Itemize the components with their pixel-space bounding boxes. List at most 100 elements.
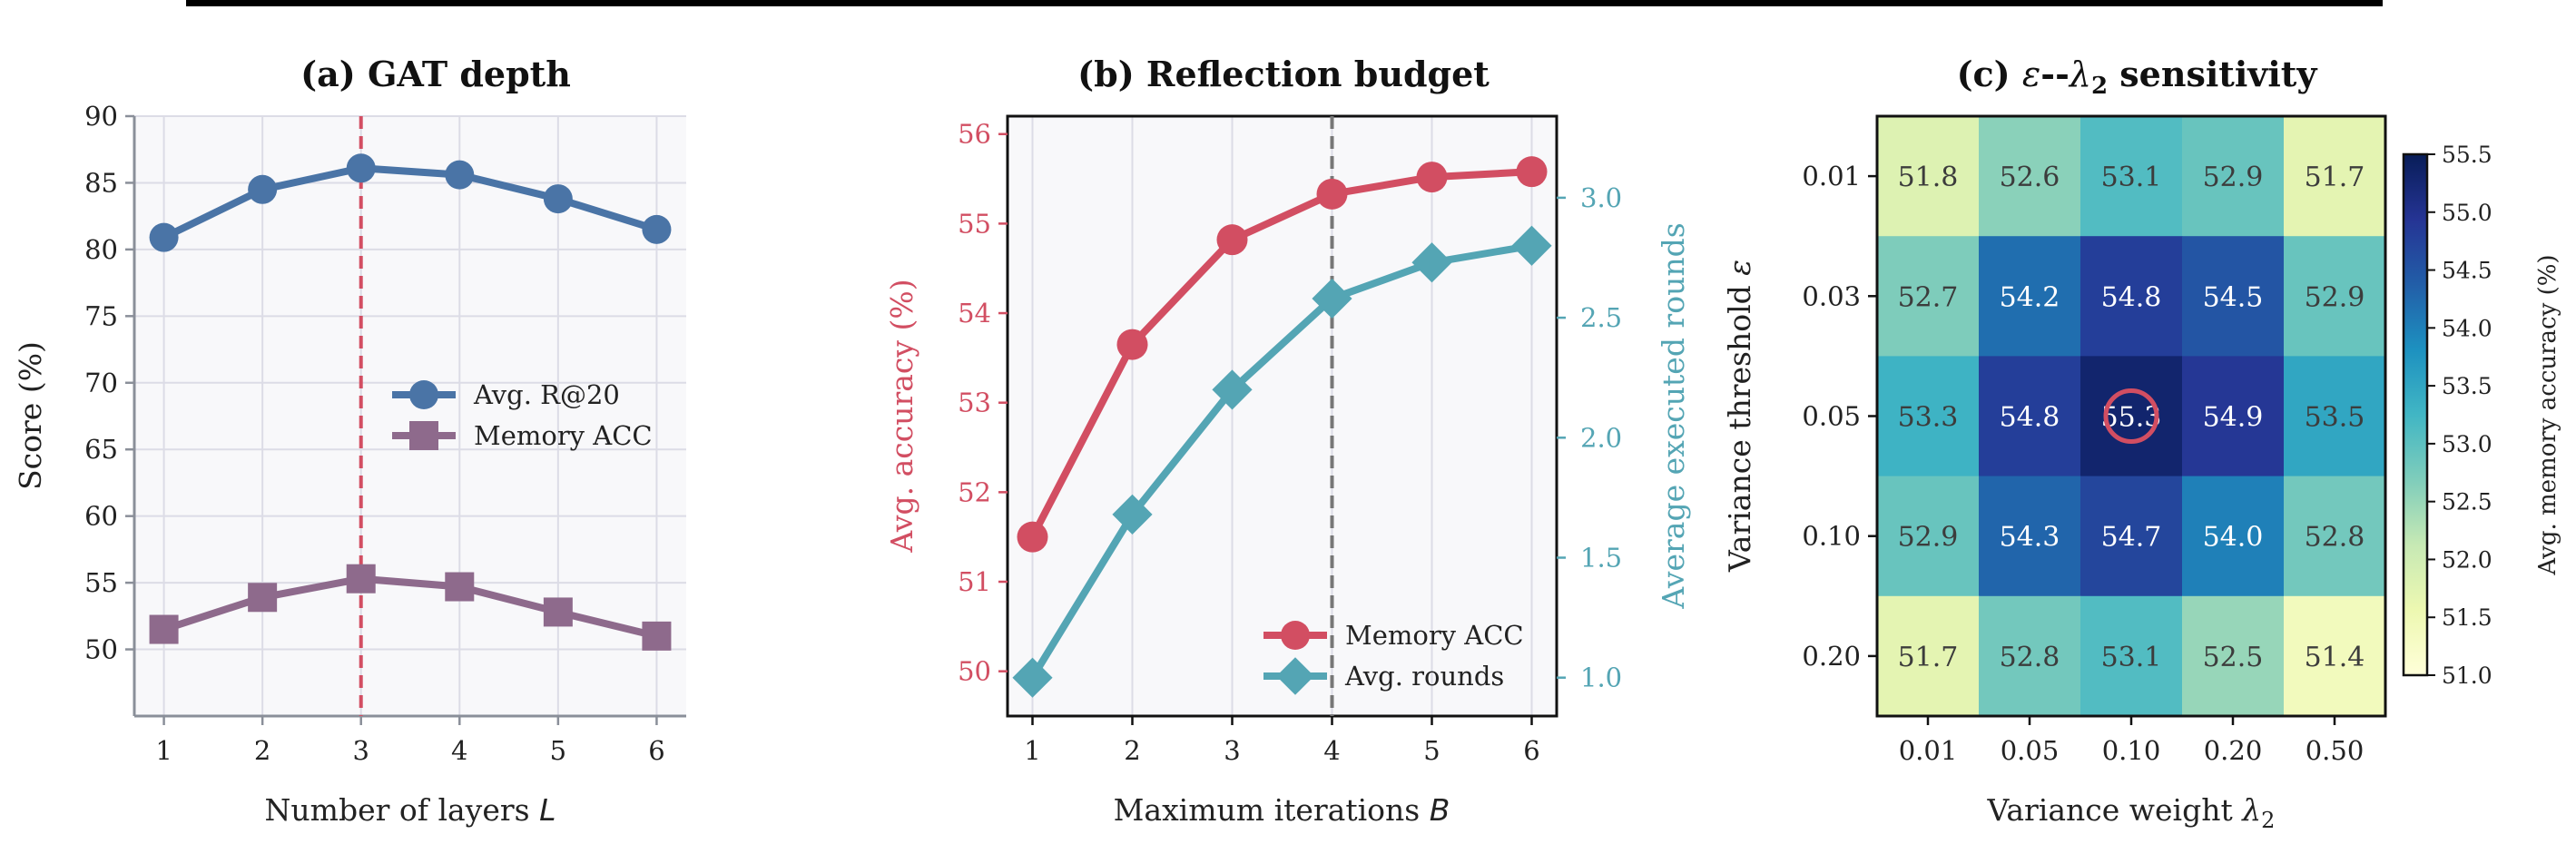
panel-c-cell-label: 54.2 — [2000, 281, 2060, 313]
panel-c-cell — [2284, 116, 2386, 237]
panel-c-cell-label: 53.5 — [2305, 402, 2365, 434]
panel-a: (a) GAT depth 50 55 60 65 70 75 80 85 90 1 2 3 4 5 6 S… — [13, 54, 686, 828]
panel-c-cell-label: 54.8 — [2101, 281, 2162, 313]
panel-c-cell-label: 52.7 — [1898, 281, 1959, 313]
panel-b-point-0 — [1316, 178, 1348, 210]
panel-a-point-0 — [543, 184, 573, 214]
panel-b-point-0 — [1216, 224, 1248, 256]
panel-c-ytick-label: 0.03 — [1802, 280, 1861, 311]
panel-c-colorbar-tick-label: 54.5 — [2442, 258, 2492, 284]
panel-a-xtick-label: 2 — [254, 735, 270, 766]
panel-c-cell — [1877, 116, 1980, 237]
panel-b-point-1 — [1012, 657, 1053, 698]
panel-a-ytick-label: 90 — [84, 101, 118, 132]
panel-c-cell — [2284, 356, 2386, 477]
panel-a-plot-bg — [134, 116, 686, 716]
panel-b-frame — [1006, 114, 1558, 718]
panel-b-ytick-right-label: 1.5 — [1580, 542, 1622, 573]
panel-c-xtick-label: 0.01 — [1899, 735, 1958, 766]
panel-a-legend-label: Memory ACC — [474, 420, 653, 451]
panel-a-point-0 — [248, 174, 278, 204]
panel-c-cell-label: 52.5 — [2203, 642, 2264, 673]
panel-c-ylabel: Variance threshold ε — [1722, 260, 1757, 573]
panel-b-xtick-label: 2 — [1124, 735, 1140, 766]
panel-a-line-1 — [162, 574, 658, 640]
panel-c-ytick-label: 0.20 — [1802, 641, 1861, 672]
panel-b-legend-marker — [1276, 657, 1314, 695]
panel-b-ylabel-right: Average executed rounds — [1656, 222, 1691, 609]
panel-c-cell-label: 51.8 — [1898, 162, 1959, 193]
panel-b-legend-marker — [1281, 621, 1310, 650]
panel-c-cell — [2080, 476, 2183, 597]
panel-c-cell — [1979, 476, 2081, 597]
panel-a-series — [149, 153, 672, 651]
panel-c-colorbar-tick-label: 52.0 — [2442, 546, 2492, 573]
panel-a-point-1 — [642, 621, 672, 651]
panel-c-cell — [1979, 595, 2081, 717]
panel-c-colorbar-ticks: 51.0 51.5 52.0 52.5 53.0 53.5 54.0 54.5 55.0 55.5 — [2427, 142, 2492, 689]
panel-a-xtick-label: 6 — [648, 735, 664, 766]
top-rule — [186, 0, 2383, 6]
panel-b-xtick-label: 5 — [1423, 735, 1440, 766]
panel-c-xtick-label: 0.50 — [2306, 735, 2365, 766]
panel-a-title: (a) GAT depth — [300, 54, 571, 94]
panel-b-xtick-label: 3 — [1224, 735, 1240, 766]
panel-c-cell — [2284, 236, 2386, 357]
panel-c-cell — [1979, 236, 2081, 357]
panel-b-ytick-label: 52 — [958, 476, 991, 507]
panel-c-cell — [2182, 595, 2285, 717]
panel-b-point-0 — [1516, 156, 1548, 188]
panel-a-legend: Avg. R@20 Memory ACC — [392, 379, 653, 451]
panel-a-xtick-label: 4 — [451, 735, 467, 766]
panel-b-xlabel-symbol: B — [1430, 792, 1450, 828]
panel-b-point-1 — [1312, 278, 1352, 319]
panel-b-title: (b) Reflection budget — [1077, 54, 1490, 94]
panel-c-colorbar-tick-label: 55.5 — [2442, 142, 2492, 168]
panel-c-colorbar-tick-label: 52.5 — [2442, 489, 2492, 515]
panel-b-point-1 — [1212, 369, 1253, 410]
panel-c-colorbar — [2402, 152, 2429, 677]
panel-a-line-0 — [162, 164, 658, 241]
panel-a-point-0 — [346, 153, 376, 183]
panel-b: (b) Reflection budget 1 2 3 4 5 6505152535455… — [884, 54, 1691, 828]
panel-b-xtick-label: 6 — [1523, 735, 1539, 766]
panel-c-cell-label: 54.7 — [2101, 522, 2162, 554]
panel-a-point-1 — [346, 564, 376, 594]
panel-c-cell-label: 54.9 — [2203, 402, 2264, 434]
panel-b-ytick-label: 56 — [958, 119, 991, 150]
panel-b-point-0 — [1116, 329, 1148, 360]
panel-a-ytick-label: 70 — [84, 368, 118, 398]
panel-c-cell — [2284, 476, 2386, 597]
panel-a-ytick-label: 60 — [84, 501, 118, 532]
panel-c-xlabel: Variance weight λ2 — [1987, 792, 2276, 833]
panel-a-ytick-label: 65 — [84, 434, 118, 465]
panel-c-cell — [1979, 356, 2081, 477]
panel-c-heatmap-cells: 51.8 52.6 53.1 52.9 51.7 52.7 54.2 54.8 54.5 52.9… — [1877, 116, 2386, 717]
panel-c-cell — [1877, 356, 1980, 477]
panel-c-cell-label: 52.9 — [2203, 162, 2264, 193]
panel-c-cell-label: 53.1 — [2101, 162, 2162, 193]
panel-c-cell — [2182, 116, 2285, 237]
panel-b-point-0 — [1416, 162, 1448, 193]
panel-c-colorbar-tick-label: 55.0 — [2442, 200, 2492, 226]
panel-b-xtick-label: 1 — [1024, 735, 1040, 766]
panel-b-point-0 — [1017, 521, 1048, 553]
panel-b-legend-label: Avg. rounds — [1344, 661, 1504, 692]
panel-b-ytick-label: 51 — [958, 566, 991, 597]
panel-b-line-0 — [1028, 168, 1532, 539]
panel-c-xtick-label: 0.05 — [2001, 735, 2060, 766]
panel-a-point-0 — [149, 222, 179, 252]
panel-b-ytick-label: 50 — [958, 656, 991, 687]
panel-a-point-1 — [248, 583, 278, 613]
panel-c-cell-label: 52.8 — [2000, 642, 2060, 673]
panel-a-xtick-label: 1 — [155, 735, 172, 766]
panel-b-ytick-right-label: 2.0 — [1580, 422, 1622, 453]
panel-b-xlabel: Maximum iterations B — [1114, 792, 1450, 828]
panel-a-point-0 — [445, 160, 475, 190]
panel-a-xtick-label: 5 — [550, 735, 566, 766]
panel-b-legend-label: Memory ACC — [1345, 620, 1524, 651]
panel-b-point-1 — [1411, 242, 1452, 283]
panel-c-ytick-label: 0.10 — [1802, 521, 1861, 552]
